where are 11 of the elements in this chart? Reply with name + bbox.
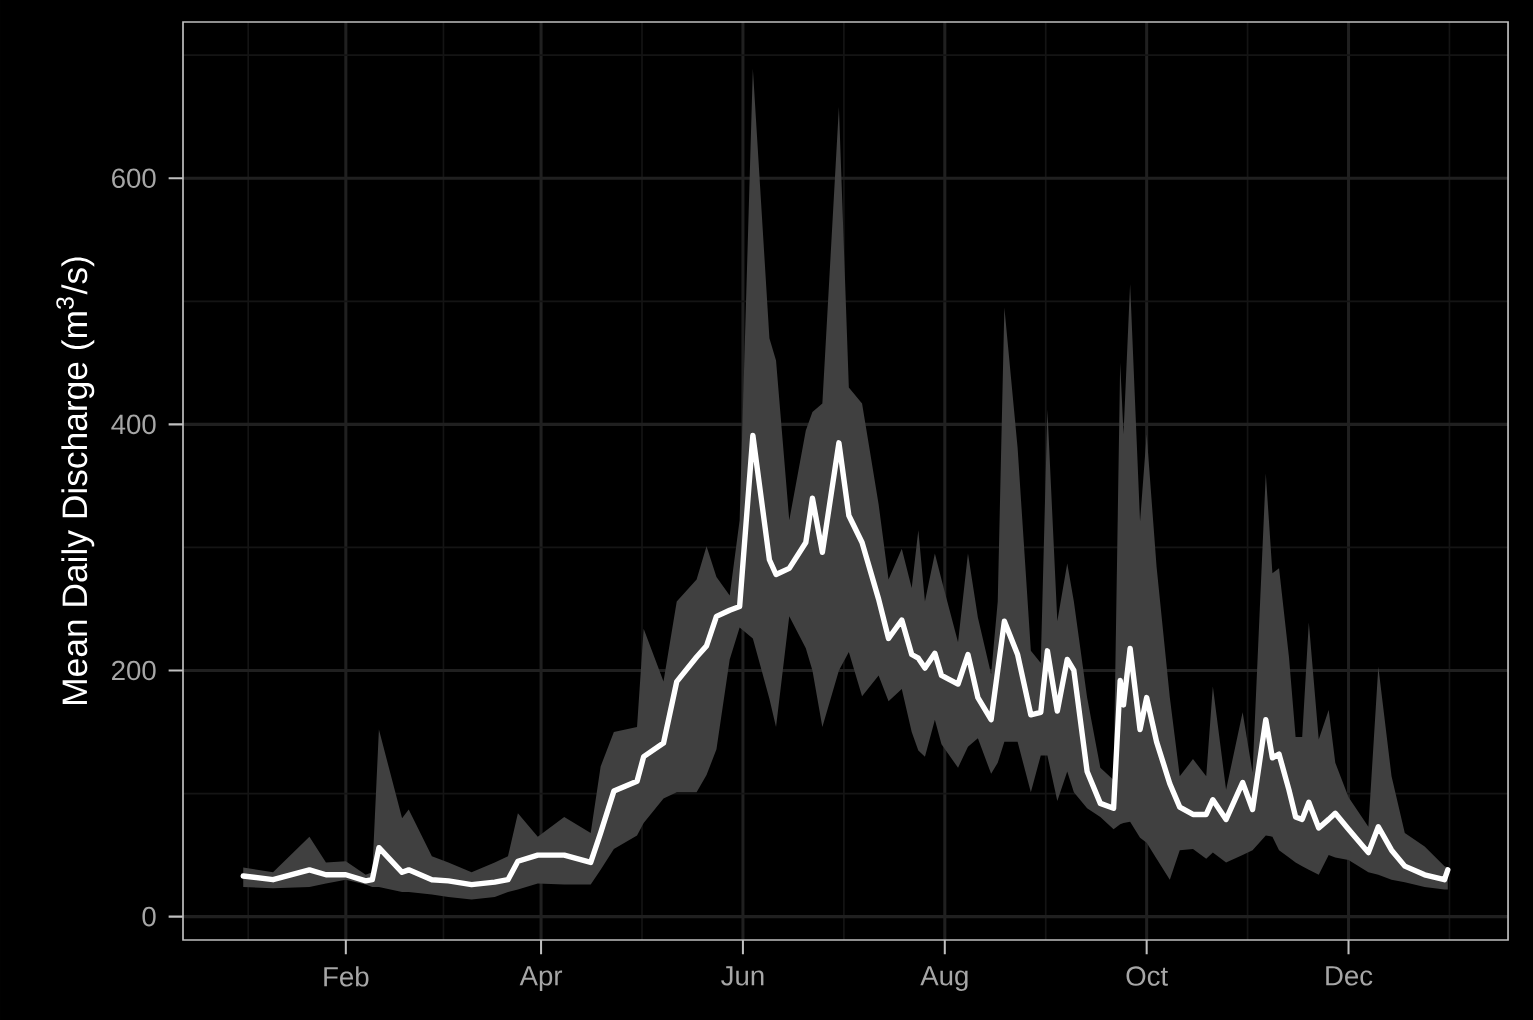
x-tick-label: Aug: [920, 966, 968, 992]
y-tick-label: 600: [112, 168, 156, 189]
y-axis-title: Mean Daily Discharge (m$^{3}$/s): [56, 257, 95, 704]
x-tick-label: Dec: [1326, 966, 1373, 986]
x-tick-label: Jun: [721, 966, 764, 986]
y-tick-label: 200: [112, 660, 156, 681]
y-tick-label: 0: [142, 906, 156, 927]
y-tick-label: 400: [111, 414, 156, 435]
x-tick-label: Feb: [324, 966, 369, 987]
x-tick-label: Oct: [1126, 966, 1168, 986]
x-tick-label: Apr: [519, 966, 563, 992]
